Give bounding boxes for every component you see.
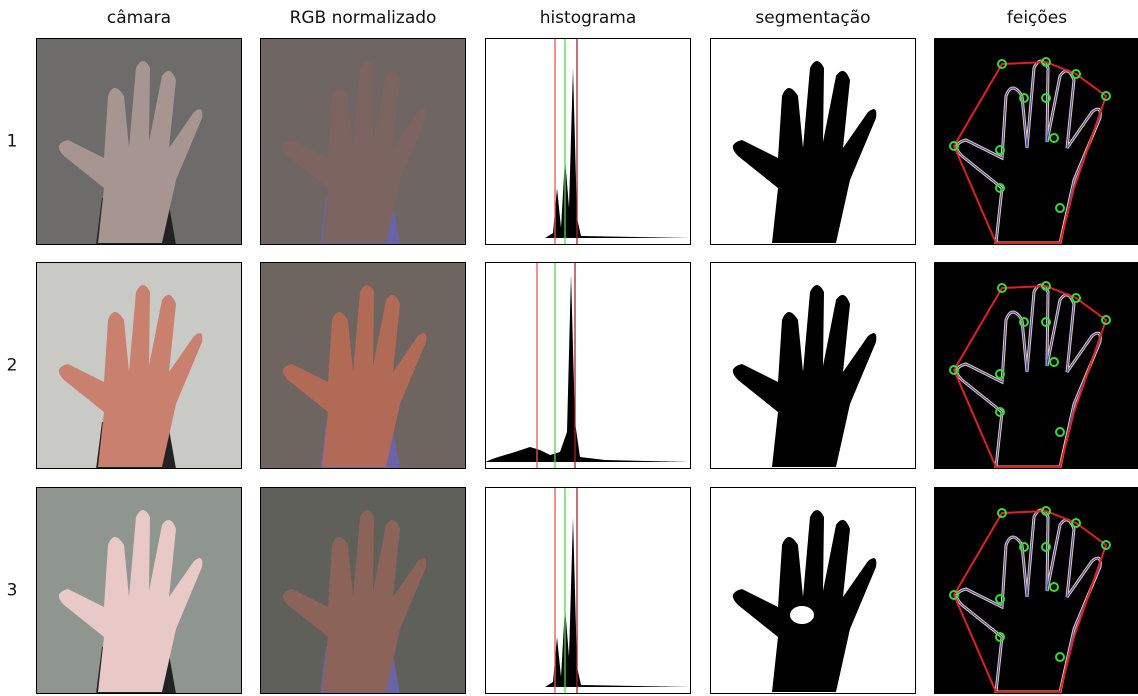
column-header: histograma bbox=[540, 8, 637, 28]
panel bbox=[36, 38, 242, 245]
column-header: RGB normalizado bbox=[290, 8, 437, 28]
panel bbox=[485, 487, 691, 694]
panel-background bbox=[485, 487, 691, 694]
column-header: câmara bbox=[107, 8, 171, 28]
panel bbox=[260, 487, 466, 694]
panel bbox=[710, 262, 916, 469]
mask-hole bbox=[790, 606, 814, 624]
figure: câmara RGB normalizado histograma segmentaç… bbox=[0, 0, 1138, 696]
panel bbox=[934, 262, 1138, 469]
panel bbox=[934, 38, 1138, 245]
panel bbox=[36, 262, 242, 469]
panel-background bbox=[485, 38, 691, 245]
panel bbox=[36, 487, 242, 694]
panel bbox=[710, 487, 916, 694]
panel-background bbox=[485, 262, 691, 469]
panel bbox=[485, 262, 691, 469]
column-header: segmentação bbox=[755, 8, 870, 28]
panel bbox=[260, 262, 466, 469]
row-label: 3 bbox=[7, 581, 18, 601]
row-label: 1 bbox=[7, 132, 18, 152]
column-header: feições bbox=[1007, 8, 1067, 28]
panel bbox=[710, 38, 916, 245]
panel bbox=[934, 487, 1138, 694]
panel bbox=[485, 38, 691, 245]
row-label: 2 bbox=[7, 356, 18, 376]
panel bbox=[260, 38, 466, 245]
